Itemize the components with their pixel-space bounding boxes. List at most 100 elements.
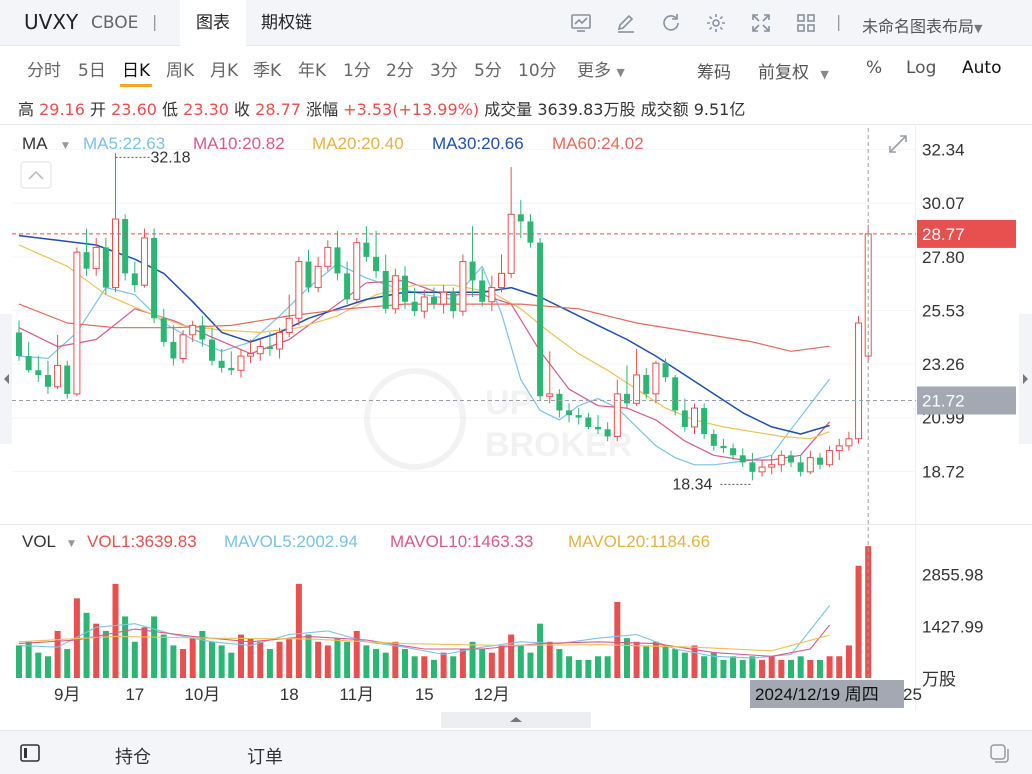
candle-body <box>35 370 42 375</box>
panel-toggle-icon[interactable] <box>19 742 41 764</box>
candle-body <box>816 457 823 465</box>
turnover-value: 9.51亿 <box>693 100 746 119</box>
open-label: 开 <box>90 100 107 119</box>
tab-option-chain[interactable]: 期权链 <box>261 13 312 33</box>
period-quarter[interactable]: 季K <box>253 61 282 81</box>
candle-body <box>151 237 158 319</box>
candle-body <box>835 445 843 452</box>
volume-bar <box>315 641 322 678</box>
candle-body <box>652 362 660 395</box>
period-3min[interactable]: 3分 <box>430 61 458 81</box>
vol1-legend: VOL1:3639.83 <box>87 532 197 551</box>
volume-bar <box>788 659 794 678</box>
candle-body <box>102 247 109 288</box>
svg-text:UP: UP <box>485 384 532 422</box>
annotations: 32.18 18.34 <box>115 149 753 493</box>
volume-bar <box>170 645 177 678</box>
period-2min[interactable]: 2分 <box>386 61 414 81</box>
log-toggle[interactable]: Log <box>906 58 937 78</box>
candle-body <box>324 246 332 267</box>
candle-body <box>237 355 245 371</box>
candle-body <box>604 429 611 437</box>
candle-body <box>864 233 872 357</box>
crosshair-date-text: 2024/12/19 周四 <box>755 685 879 704</box>
layout-name-dropdown[interactable]: 未命名图表布局▼ <box>862 13 982 37</box>
time-tick-label: 11月 <box>339 685 374 704</box>
price-tick-label: 18.72 <box>922 462 965 481</box>
fullscreen-icon[interactable] <box>750 12 772 34</box>
candle-body <box>131 273 138 286</box>
volume-bar <box>276 641 283 678</box>
percent-toggle[interactable]: % <box>866 58 883 78</box>
gear-icon[interactable] <box>705 12 727 34</box>
candle-body <box>92 246 100 270</box>
candlestick-chart[interactable]: UP BROKER 32.3430.0727.8025.5323.2620.99… <box>0 124 1032 730</box>
tab-chart[interactable]: 图表 <box>180 0 246 46</box>
adjust-dropdown[interactable]: 前复权 ▼ <box>758 58 829 83</box>
volume-axis: 2855.98 1427.99 <box>922 566 983 637</box>
volume-bar <box>701 656 708 678</box>
period-day[interactable]: 日K <box>122 61 151 81</box>
pencil-icon[interactable] <box>615 12 637 34</box>
active-period-underline <box>120 84 152 87</box>
vol-legend-caret-icon[interactable]: ▼ <box>68 539 75 549</box>
window-icon[interactable] <box>988 742 1010 764</box>
last-price-tag-text: 28.77 <box>922 225 965 244</box>
auto-toggle[interactable]: Auto <box>962 58 1002 78</box>
candle-body <box>701 408 708 435</box>
volume-bar <box>237 634 244 678</box>
period-5min[interactable]: 5分 <box>474 61 502 81</box>
candle-body <box>517 214 524 222</box>
candle-body <box>498 272 505 289</box>
volume-bar <box>517 645 524 678</box>
last-price-tag <box>917 219 1016 248</box>
period-1min[interactable]: 1分 <box>343 61 371 81</box>
volume-bar <box>305 634 312 678</box>
volume-bar <box>595 656 601 678</box>
chips-button[interactable]: 筹码 <box>697 63 731 83</box>
period-week[interactable]: 周K <box>166 61 195 81</box>
price-tick-label: 25.53 <box>922 301 965 320</box>
candle-body <box>83 252 90 269</box>
close-value: 28.77 <box>255 100 301 119</box>
vol-legend-label[interactable]: VOL <box>22 532 56 551</box>
period-5day[interactable]: 5日 <box>78 61 106 81</box>
positions-tab[interactable]: 持仓 <box>115 747 151 768</box>
moving-average-lines <box>18 234 831 466</box>
volume-bar <box>402 649 408 678</box>
orders-tab[interactable]: 订单 <box>247 747 283 768</box>
period-more-dropdown[interactable]: 更多 ▼ <box>577 56 625 81</box>
chart-icon[interactable] <box>570 12 592 34</box>
period-year[interactable]: 年K <box>298 61 327 81</box>
candle-body <box>797 462 804 472</box>
refresh-icon[interactable] <box>660 12 682 34</box>
expand-icon[interactable] <box>889 135 907 153</box>
collapse-button[interactable] <box>20 161 52 189</box>
volume-bar <box>826 656 833 678</box>
volume-bar <box>652 641 659 678</box>
candle-body <box>256 346 264 355</box>
ma-legend-label[interactable]: MA <box>22 134 48 153</box>
volume-bar <box>845 645 852 678</box>
low-label: 低 <box>162 100 179 119</box>
period-minute[interactable]: 分时 <box>27 61 61 81</box>
candle-body <box>469 261 476 281</box>
volume-bar <box>151 616 158 678</box>
period-10min[interactable]: 10分 <box>518 61 557 81</box>
candle-body <box>768 464 776 468</box>
volume-bar <box>257 641 264 678</box>
time-tick-label: 9月 <box>54 685 80 704</box>
candle-body <box>758 466 766 473</box>
candle-body <box>247 353 255 357</box>
grid-icon[interactable] <box>795 12 817 34</box>
volume-bar <box>527 652 534 678</box>
period-month[interactable]: 月K <box>210 61 239 81</box>
ma30-legend: MA30:20.66 <box>432 134 524 153</box>
candle-body <box>314 265 322 289</box>
candle-body <box>112 218 119 289</box>
divider: | <box>152 12 158 31</box>
change-label: 涨幅 <box>306 100 339 119</box>
time-tick-label-partial: 25 <box>903 685 922 704</box>
volume-bar <box>25 641 32 678</box>
ma-legend-caret-icon[interactable]: ▼ <box>62 141 69 151</box>
